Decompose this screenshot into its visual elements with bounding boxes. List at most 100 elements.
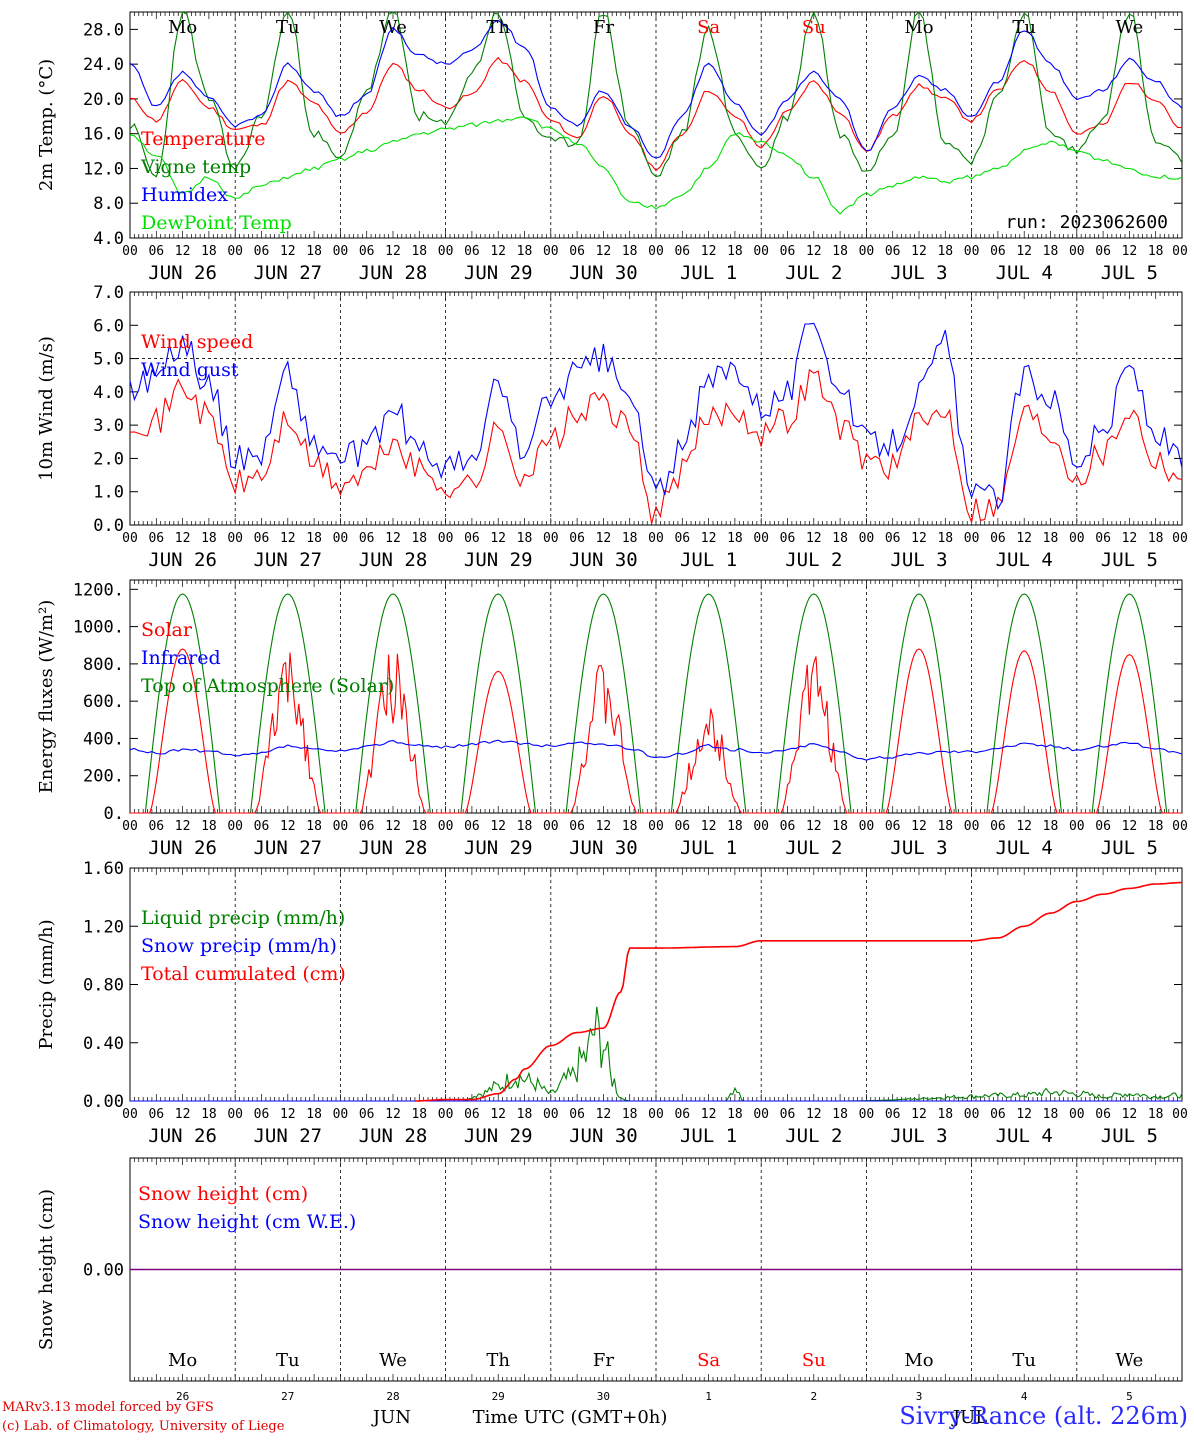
- series-line: [129, 10, 1183, 178]
- hour-label: 00: [1069, 1107, 1085, 1122]
- hour-label: 06: [674, 244, 690, 259]
- day-number: 4: [1021, 1390, 1028, 1403]
- hour-label: 06: [148, 819, 164, 834]
- hour-label: 18: [1148, 819, 1164, 834]
- hour-label: 00: [648, 1107, 664, 1122]
- y-tick-label: 0.80: [83, 976, 124, 996]
- hour-label: 06: [780, 244, 796, 259]
- weekday-label: Mo: [904, 17, 933, 38]
- hour-label: 18: [517, 1107, 533, 1122]
- day-label: JUL 1: [680, 1125, 737, 1147]
- hour-label: 06: [464, 1107, 480, 1122]
- hour-label: 18: [622, 531, 638, 546]
- legend-entry: Humidex: [141, 184, 228, 206]
- hour-label: 06: [780, 531, 796, 546]
- y-tick-label: 4.0: [93, 229, 124, 249]
- legend-entry: Wind gust: [141, 359, 239, 381]
- series-line: [129, 116, 1183, 215]
- hour-label: 12: [806, 819, 822, 834]
- hour-label: 12: [280, 244, 296, 259]
- hour-label: 12: [490, 531, 506, 546]
- series-line: [129, 56, 1183, 172]
- hour-label: 12: [911, 531, 927, 546]
- hour-label: 12: [806, 531, 822, 546]
- hour-label: 00: [122, 531, 138, 546]
- day-number: 29: [492, 1390, 505, 1403]
- legend-entry: Snow height (cm): [138, 1183, 308, 1205]
- hour-label: 00: [1069, 244, 1085, 259]
- hour-label: 12: [701, 819, 717, 834]
- hour-label: 12: [385, 531, 401, 546]
- hour-label: 00: [122, 244, 138, 259]
- hour-label: 00: [1172, 531, 1188, 546]
- hour-label: 18: [937, 1107, 953, 1122]
- hour-label: 00: [859, 531, 875, 546]
- day-label: JUL 5: [1101, 549, 1158, 571]
- hour-label: 18: [1043, 531, 1059, 546]
- day-label: JUN 26: [148, 549, 217, 571]
- hour-label: 06: [359, 819, 375, 834]
- legend-entry: Liquid precip (mm/h): [141, 907, 345, 929]
- hour-label: 06: [885, 244, 901, 259]
- weekday-label: Sa: [697, 1350, 720, 1371]
- hour-label: 18: [832, 531, 848, 546]
- hour-label: 00: [438, 819, 454, 834]
- day-label: JUL 3: [890, 837, 947, 859]
- weekday-label: Tu: [276, 17, 300, 38]
- day-label: JUL 3: [890, 262, 947, 284]
- hour-label: 06: [464, 244, 480, 259]
- y-tick-label: 0.: [104, 804, 124, 824]
- hour-label: 18: [1043, 1107, 1059, 1122]
- y-tick-label: 1200.: [73, 580, 124, 600]
- hour-label: 18: [201, 819, 217, 834]
- hour-label: 12: [1016, 1107, 1032, 1122]
- hour-label: 06: [1095, 1107, 1111, 1122]
- hour-label: 18: [306, 244, 322, 259]
- hour-label: 18: [727, 819, 743, 834]
- hour-label: 06: [990, 244, 1006, 259]
- hour-label: 06: [885, 1107, 901, 1122]
- hour-label: 06: [674, 1107, 690, 1122]
- day-label: JUL 4: [996, 1125, 1053, 1147]
- day-label: JUN 27: [253, 837, 322, 859]
- month-label: JUN: [371, 1407, 411, 1428]
- y-tick-label: 24.0: [83, 55, 124, 75]
- y-tick-label: 16.0: [83, 125, 124, 145]
- legend-entry: Wind speed: [141, 331, 253, 353]
- weekday-label: Mo: [168, 1350, 197, 1371]
- day-label: JUN 30: [569, 837, 638, 859]
- hour-label: 00: [122, 819, 138, 834]
- hour-label: 06: [990, 1107, 1006, 1122]
- x-axis-title: Time UTC (GMT+0h): [473, 1407, 668, 1428]
- hour-label: 06: [780, 1107, 796, 1122]
- hour-label: 12: [385, 244, 401, 259]
- hour-label: 18: [306, 819, 322, 834]
- y-tick-label: 1000.: [73, 618, 124, 638]
- legend-entry: Vigne temp: [140, 156, 251, 178]
- day-label: JUN 30: [569, 1125, 638, 1147]
- weekday-label: We: [379, 17, 407, 38]
- y-axis-label: 10m Wind (m/s): [36, 336, 57, 481]
- hour-label: 00: [1069, 819, 1085, 834]
- day-label: JUN 29: [464, 549, 533, 571]
- day-label: JUL 4: [996, 837, 1053, 859]
- y-tick-label: 5.0: [93, 350, 124, 370]
- hour-label: 00: [122, 1107, 138, 1122]
- day-label: JUN 28: [359, 837, 428, 859]
- hour-label: 12: [1016, 531, 1032, 546]
- day-label: JUL 4: [996, 549, 1053, 571]
- day-label: JUL 2: [785, 1125, 842, 1147]
- day-number: 28: [386, 1390, 399, 1403]
- hour-label: 18: [517, 819, 533, 834]
- hour-label: 06: [359, 244, 375, 259]
- day-number: 3: [916, 1390, 923, 1403]
- y-tick-label: 1.20: [83, 917, 124, 937]
- hour-label: 18: [832, 244, 848, 259]
- weekday-label: Mo: [904, 1350, 933, 1371]
- series-line: [129, 322, 1183, 511]
- hour-label: 12: [1122, 819, 1138, 834]
- hour-label: 12: [911, 819, 927, 834]
- hour-label: 18: [622, 244, 638, 259]
- hour-label: 06: [674, 819, 690, 834]
